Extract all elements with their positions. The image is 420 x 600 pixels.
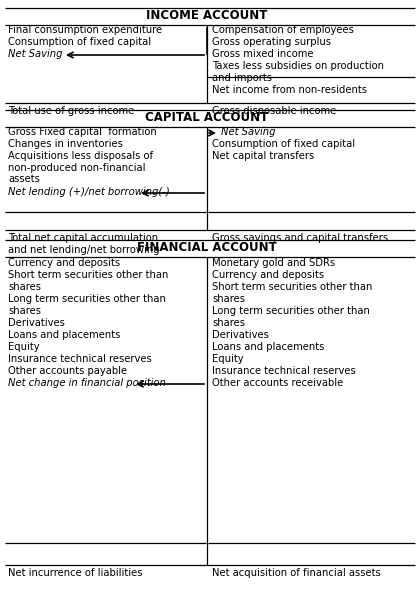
Text: Derivatives: Derivatives	[212, 330, 269, 340]
Text: Net capital transfers: Net capital transfers	[212, 151, 314, 161]
Text: Net change in financial position: Net change in financial position	[8, 378, 166, 388]
Text: Total use of gross income: Total use of gross income	[8, 106, 134, 116]
Text: FINANCIAL ACCOUNT: FINANCIAL ACCOUNT	[137, 241, 277, 254]
Text: Insurance technical reserves: Insurance technical reserves	[212, 366, 356, 376]
Text: Monetary gold and SDRs: Monetary gold and SDRs	[212, 258, 335, 268]
Text: Currency and deposits: Currency and deposits	[212, 270, 324, 280]
Text: Net income from non-residents: Net income from non-residents	[212, 85, 367, 95]
Text: Taxes less subsidies on production
and imports: Taxes less subsidies on production and i…	[212, 61, 384, 83]
Text: Total net capital accumulation
and net lending/net borrowing: Total net capital accumulation and net l…	[8, 233, 160, 254]
Text: Compensation of employees: Compensation of employees	[212, 25, 354, 35]
Text: Loans and placements: Loans and placements	[212, 342, 324, 352]
Text: Derivatives: Derivatives	[8, 318, 65, 328]
Text: Short term securities other than
shares: Short term securities other than shares	[8, 270, 168, 292]
Text: Insurance technical reserves: Insurance technical reserves	[8, 354, 152, 364]
Text: Equity: Equity	[8, 342, 39, 352]
Text: Consumption of fixed capital: Consumption of fixed capital	[8, 37, 151, 47]
Text: Net Saving: Net Saving	[221, 127, 276, 137]
Text: Net acquisition of financial assets: Net acquisition of financial assets	[212, 568, 381, 578]
Text: Net incurrence of liabilities: Net incurrence of liabilities	[8, 568, 142, 578]
Text: Currency and deposits: Currency and deposits	[8, 258, 120, 268]
Text: Final consumption expenditure: Final consumption expenditure	[8, 25, 162, 35]
Text: Consumption of fixed capital: Consumption of fixed capital	[212, 139, 355, 149]
Text: Equity: Equity	[212, 354, 244, 364]
Text: Gross disposable income: Gross disposable income	[212, 106, 336, 116]
Text: Acquisitions less disposals of
non-produced non-financial
assets: Acquisitions less disposals of non-produ…	[8, 151, 153, 184]
Text: Long term securities other than
shares: Long term securities other than shares	[212, 306, 370, 328]
Text: CAPITAL ACCOUNT: CAPITAL ACCOUNT	[145, 111, 269, 124]
Text: Gross savings and capital transfers: Gross savings and capital transfers	[212, 233, 388, 243]
Text: Long term securities other than
shares: Long term securities other than shares	[8, 294, 166, 316]
Text: Other accounts payable: Other accounts payable	[8, 366, 127, 376]
Text: Net Saving: Net Saving	[8, 49, 63, 59]
Text: Gross operating surplus: Gross operating surplus	[212, 37, 331, 47]
Text: Loans and placements: Loans and placements	[8, 330, 121, 340]
Text: Gross Fixed capital  formation: Gross Fixed capital formation	[8, 127, 157, 137]
Text: Other accounts receivable: Other accounts receivable	[212, 378, 343, 388]
Text: Gross mixed income: Gross mixed income	[212, 49, 313, 59]
Text: Short term securities other than
shares: Short term securities other than shares	[212, 282, 373, 304]
Text: Changes in inventories: Changes in inventories	[8, 139, 123, 149]
Text: INCOME ACCOUNT: INCOME ACCOUNT	[146, 9, 268, 22]
Text: Net lending (+)/net borrowing(-): Net lending (+)/net borrowing(-)	[8, 187, 170, 197]
